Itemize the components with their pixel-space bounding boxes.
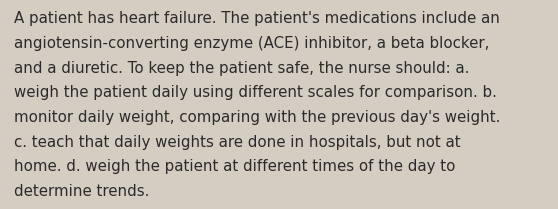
Text: weigh the patient daily using different scales for comparison. b.: weigh the patient daily using different … — [14, 85, 497, 101]
Text: c. teach that daily weights are done in hospitals, but not at: c. teach that daily weights are done in … — [14, 135, 460, 150]
Text: home. d. weigh the patient at different times of the day to: home. d. weigh the patient at different … — [14, 159, 455, 175]
Text: determine trends.: determine trends. — [14, 184, 150, 199]
Text: A patient has heart failure. The patient's medications include an: A patient has heart failure. The patient… — [14, 11, 500, 27]
Text: angiotensin-converting enzyme (ACE) inhibitor, a beta blocker,: angiotensin-converting enzyme (ACE) inhi… — [14, 36, 489, 51]
Text: monitor daily weight, comparing with the previous day's weight.: monitor daily weight, comparing with the… — [14, 110, 501, 125]
Text: and a diuretic. To keep the patient safe, the nurse should: a.: and a diuretic. To keep the patient safe… — [14, 61, 469, 76]
